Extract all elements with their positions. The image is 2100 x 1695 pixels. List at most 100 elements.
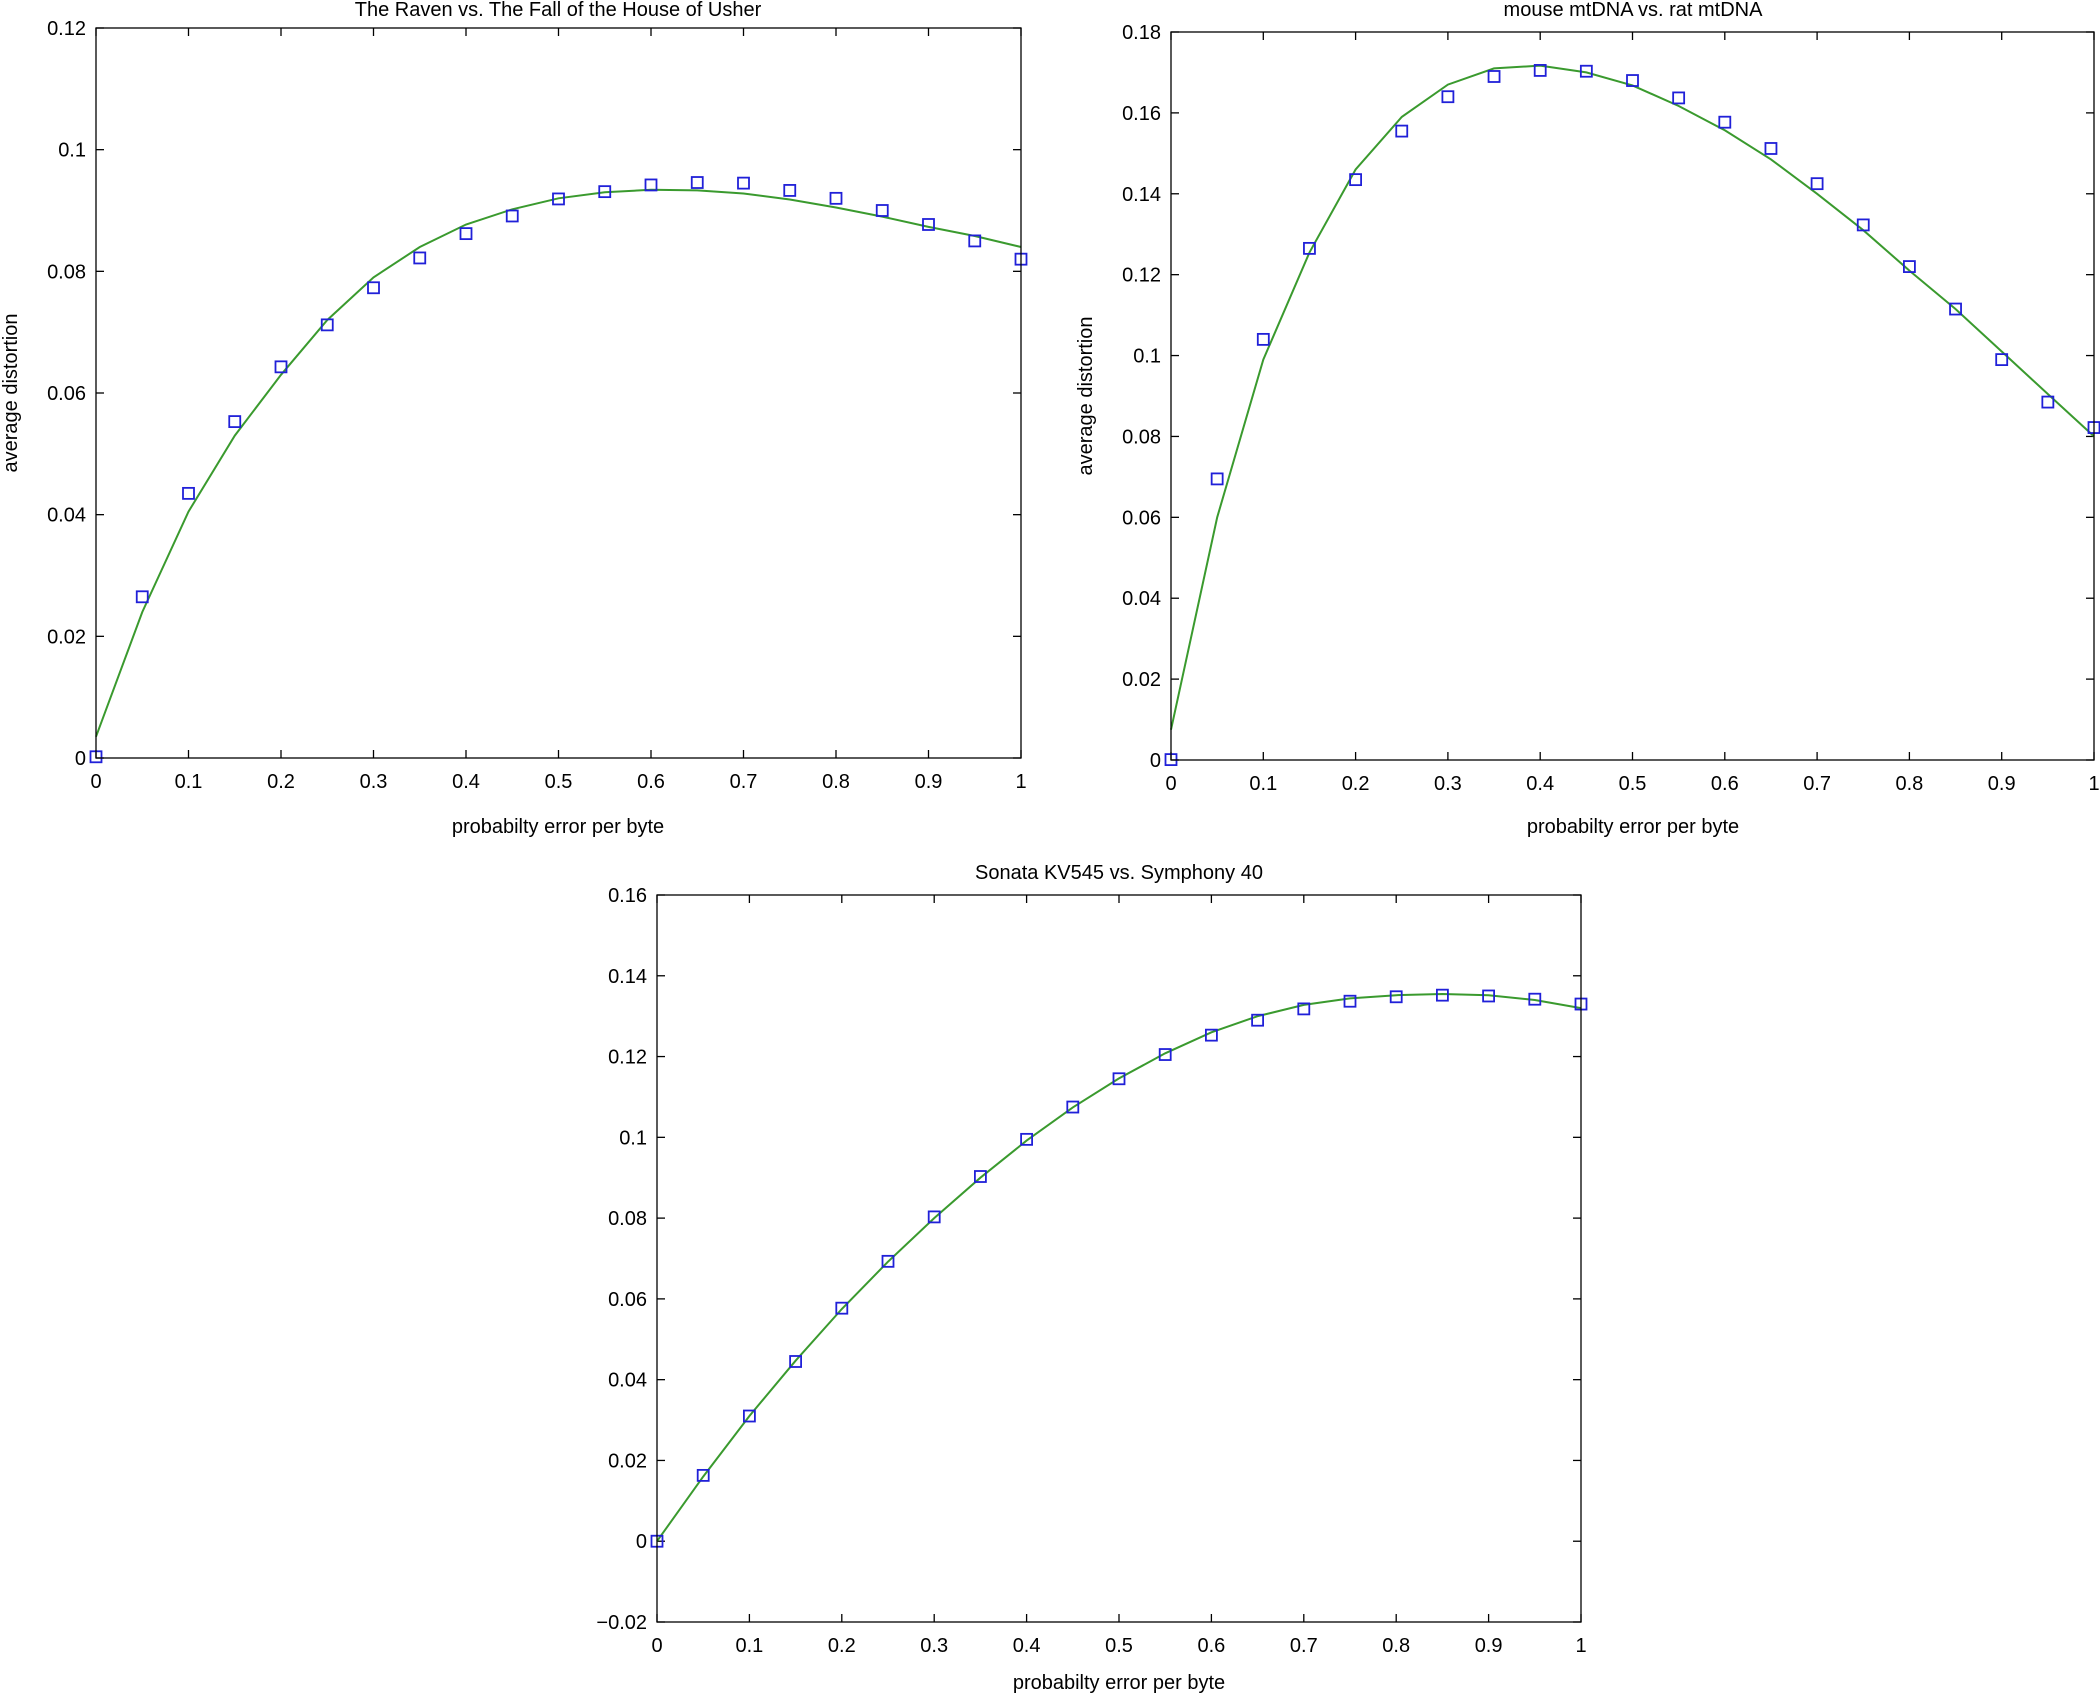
- y-tick-label: 0.12: [47, 18, 86, 40]
- x-tick-label: 0.3: [920, 1635, 948, 1657]
- plot-frame: [1170, 31, 2095, 761]
- data-point: [2041, 395, 2055, 409]
- x-tick-label: 0.9: [1475, 1635, 1503, 1657]
- data-point: [835, 1301, 849, 1315]
- y-tick-label: 0.04: [47, 505, 86, 527]
- y-tick-label: 0.16: [608, 885, 647, 907]
- y-tick-label: 0.06: [1122, 507, 1161, 529]
- plot-frame: [95, 27, 1022, 759]
- fit-line: [1170, 64, 2095, 730]
- data-point: [1436, 988, 1449, 1002]
- data-point: [367, 281, 380, 295]
- y-tick-label: 0.14: [608, 966, 647, 988]
- data-point: [1718, 115, 1732, 129]
- data-point: [413, 251, 427, 265]
- data-point: [1389, 990, 1403, 1004]
- panel-raven-vs-usher: The Raven vs. The Fall of the House of U…: [0, 0, 1028, 838]
- plot-series: [1164, 64, 2100, 766]
- tick-labels: 0 0.1 0.2 0.3 0.4 0.5 0.6 0.7 0.8 0.9 1 0 0.02 0.04 0.…: [1122, 22, 2100, 795]
- data-point: [696, 1468, 710, 1482]
- y-tick-label: 0.12: [1122, 265, 1161, 287]
- x-tick-label: 0.4: [452, 771, 480, 793]
- x-tick-label: 1: [1575, 1635, 1586, 1657]
- data-point: [1764, 142, 1778, 155]
- data-point: [974, 1170, 987, 1183]
- data-point: [552, 192, 565, 206]
- data-point: [1949, 302, 1962, 316]
- x-tick-label: 0.2: [1342, 773, 1370, 795]
- y-tick-label: 0.1: [619, 1127, 647, 1149]
- data-point: [228, 415, 242, 428]
- y-tick-label: 0.04: [608, 1370, 647, 1392]
- x-tick-label: 0.1: [175, 771, 203, 793]
- data-point: [1856, 218, 1870, 232]
- x-axis-label: probabilty error per byte: [1013, 1672, 1225, 1694]
- plot-series: [650, 988, 1588, 1548]
- data-point: [1343, 994, 1357, 1008]
- data-point: [1810, 177, 1824, 191]
- x-tick-label: 0.6: [637, 771, 665, 793]
- data-point: [789, 1355, 802, 1368]
- x-tick-label: 0.7: [730, 771, 758, 793]
- plot-series: [89, 176, 1028, 764]
- data-point: [1487, 70, 1501, 83]
- axis-ticks: [656, 894, 1582, 1623]
- data-point: [1020, 1132, 1033, 1146]
- x-tick-label: 0: [90, 771, 101, 793]
- data-point: [875, 204, 889, 217]
- data-point: [1256, 332, 1270, 346]
- data-point: [783, 184, 797, 197]
- x-tick-label: 0.5: [1105, 1635, 1133, 1657]
- x-tick-label: 1: [1015, 771, 1026, 793]
- x-tick-label: 0.9: [1988, 773, 2016, 795]
- x-tick-label: 0.6: [1197, 1635, 1225, 1657]
- data-point: [644, 178, 658, 192]
- x-tick-label: 0.2: [828, 1635, 856, 1657]
- y-tick-label: 0.04: [1122, 588, 1161, 610]
- axis-ticks: [1170, 31, 2095, 761]
- y-tick-label: 0.02: [1122, 669, 1161, 691]
- x-tick-label: 0.4: [1526, 773, 1554, 795]
- y-tick-label: 0: [75, 748, 86, 770]
- data-point: [1579, 64, 1593, 78]
- data-point: [1112, 1072, 1126, 1086]
- x-tick-label: 0.3: [1434, 773, 1462, 795]
- data-point: [1482, 989, 1495, 1003]
- tick-labels: 0 0.1 0.2 0.3 0.4 0.5 0.6 0.7 0.8 0.9 1 0 0.02 0.04 0.…: [47, 18, 1027, 793]
- data-point: [922, 218, 935, 231]
- y-tick-label: −0.02: [596, 1612, 647, 1634]
- y-tick-label: 0: [636, 1531, 647, 1553]
- data-point: [598, 185, 612, 199]
- x-tick-label: 0.5: [1619, 773, 1647, 795]
- data-point: [274, 360, 288, 374]
- panel-mouse-vs-rat-mtdna: mouse mtDNA vs. rat mtDNA probabilty err…: [1075, 0, 2100, 838]
- x-axis-label: probabilty error per byte: [1527, 816, 1739, 838]
- y-axis-label: average distortion: [1075, 317, 1097, 476]
- data-point: [1528, 992, 1542, 1006]
- x-tick-label: 0: [651, 1635, 662, 1657]
- x-tick-label: 0.1: [735, 1635, 763, 1657]
- data-point: [968, 234, 982, 248]
- tick-labels: 0 0.1 0.2 0.3 0.4 0.5 0.6 0.7 0.8 0.9 1−0.0200.020…: [596, 885, 1586, 1657]
- x-tick-label: 0.9: [915, 771, 943, 793]
- data-point: [1158, 1048, 1172, 1061]
- chart-title: Sonata KV545 vs. Symphony 40: [975, 862, 1263, 884]
- data-point: [1349, 173, 1362, 187]
- data-point: [1672, 91, 1686, 105]
- data-point: [1903, 260, 1916, 273]
- data-point: [1626, 74, 1639, 87]
- data-point: [459, 227, 473, 241]
- x-tick-label: 1: [2088, 773, 2099, 795]
- y-tick-label: 0.08: [1122, 426, 1161, 448]
- data-point: [743, 1409, 756, 1423]
- x-tick-label: 0.5: [545, 771, 573, 793]
- data-point: [829, 191, 843, 205]
- x-tick-label: 0.2: [267, 771, 295, 793]
- x-tick-label: 0.3: [360, 771, 388, 793]
- y-tick-label: 0.08: [608, 1208, 647, 1230]
- x-axis-label: probabilty error per byte: [452, 816, 664, 838]
- y-tick-label: 0.02: [47, 626, 86, 648]
- data-point: [1210, 472, 1224, 486]
- data-point: [927, 1210, 941, 1224]
